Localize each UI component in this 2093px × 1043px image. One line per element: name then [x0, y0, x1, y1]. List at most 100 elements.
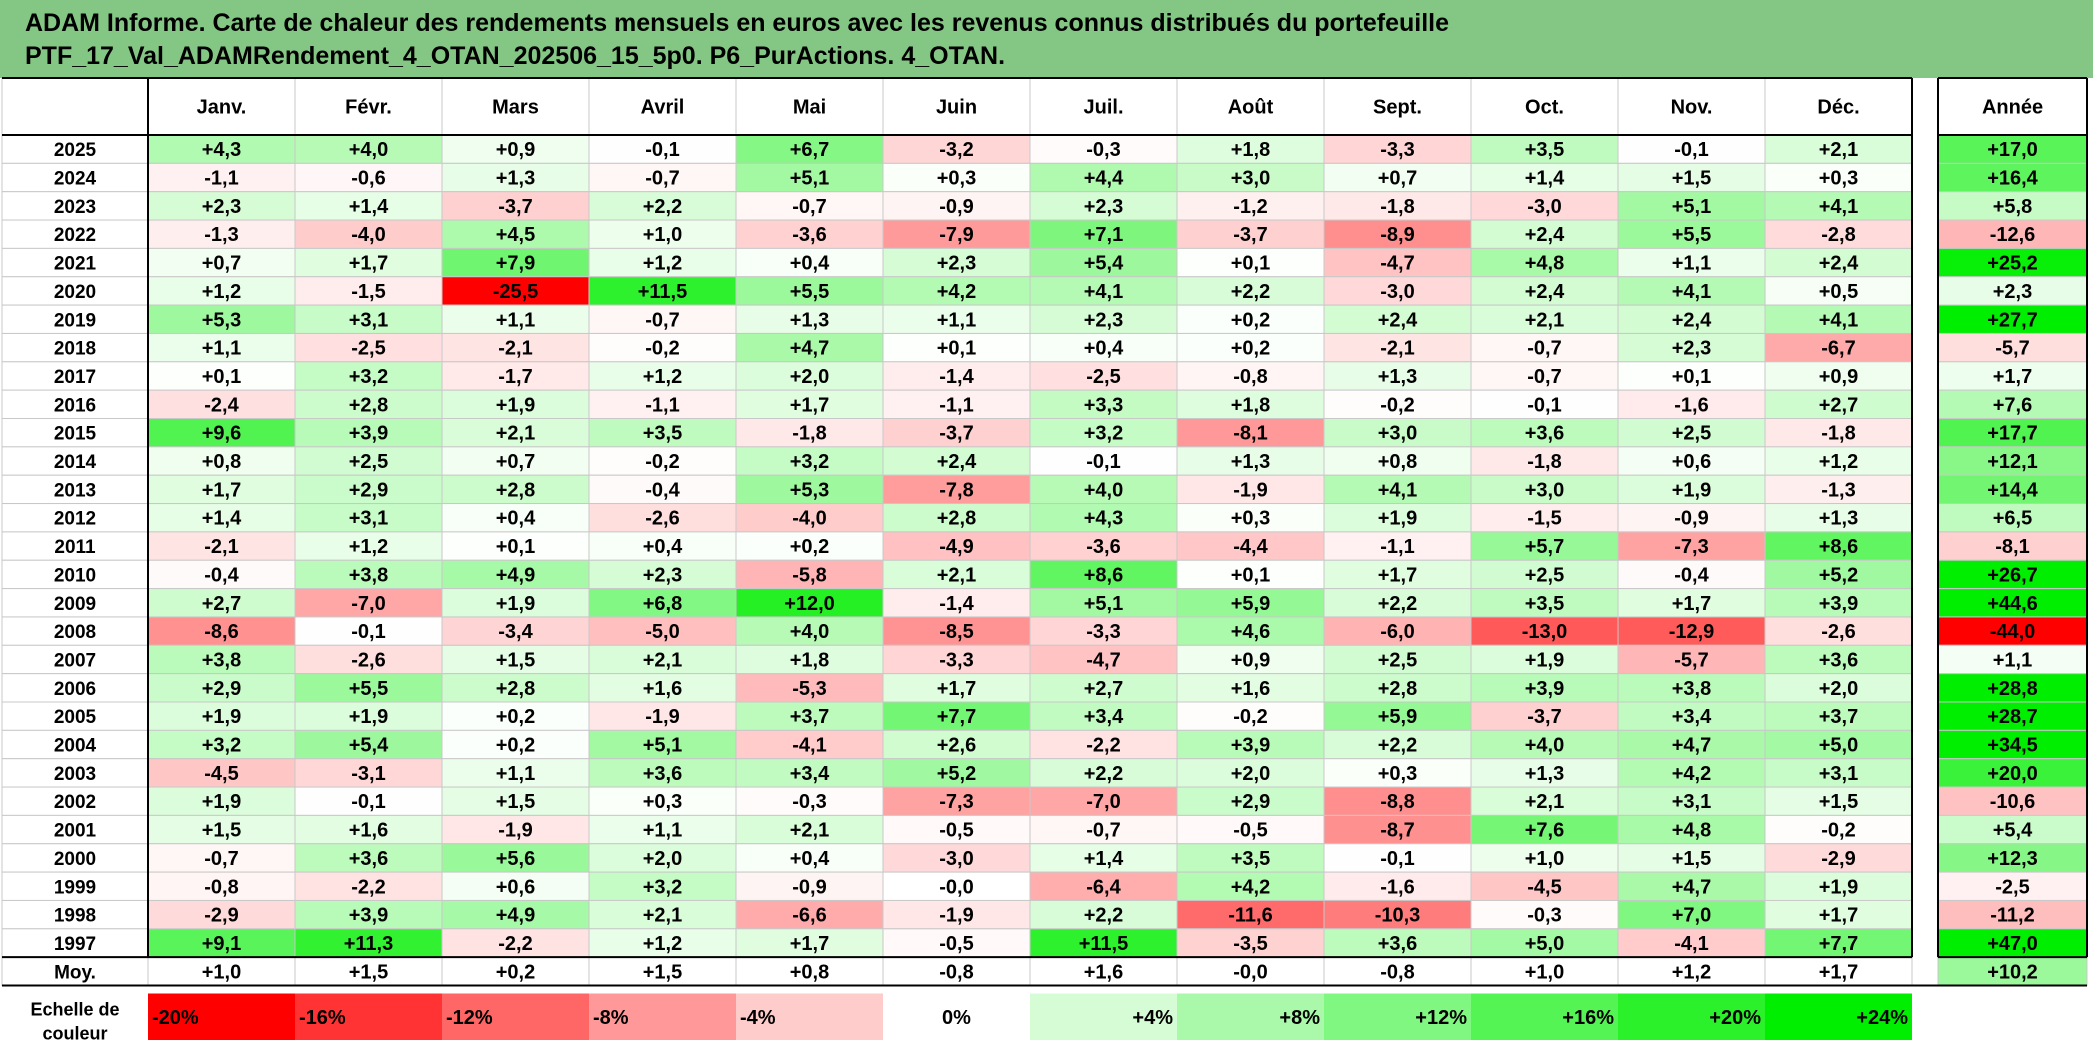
annual-cell-2014: +12,1	[1937, 446, 2088, 476]
heatmap-cell-2005-6: +7,7	[882, 701, 1031, 731]
annual-cell-2019: +27,7	[1937, 304, 2088, 334]
year-label-2004-bg	[1, 729, 149, 760]
heatmap-cell-2024-12-bg	[1764, 162, 1913, 193]
heatmap-cell-1999-2: -2,2	[294, 871, 443, 901]
color-scale-step-5-bg	[736, 993, 883, 1040]
heatmap-cell-2009-3-bg	[441, 588, 590, 618]
heatmap-cell-2023-6-bg	[882, 191, 1031, 221]
heatmap-cell-2016-8-bg	[1176, 389, 1325, 419]
heatmap-cell-2025-10: +3,5	[1470, 134, 1619, 164]
heatmap-cell-2023-10-bg	[1470, 191, 1619, 221]
annual-cell-2003-bg	[1937, 758, 2088, 788]
heatmap-cell-1997-1: +9,1	[147, 928, 296, 958]
heatmap-cell-2006-2: +5,5	[294, 673, 443, 703]
color-scale-step-12-bg	[1765, 993, 1912, 1040]
heatmap-cell-1997-7-bg	[1029, 928, 1178, 958]
heatmap-cell-2011-6: -4,9	[882, 531, 1031, 561]
heatmap-cell-2014-12: +1,2	[1764, 446, 1913, 476]
year-label-2008: 2008	[1, 616, 149, 646]
heatmap-cell-2014-7: -0,1	[1029, 446, 1178, 476]
heatmap-cell-1998-10: -0,3	[1470, 899, 1619, 930]
heatmap-cell-1997-1-bg	[147, 928, 296, 958]
heatmap-cell-2025-9: -3,3	[1323, 134, 1472, 164]
heatmap-cell-1997-6: -0,5	[882, 928, 1031, 958]
heatmap-cell-2002-6: -7,3	[882, 786, 1031, 816]
column-header-9-bg	[1323, 77, 1472, 136]
heatmap-cell-2008-12: -2,6	[1764, 616, 1913, 646]
heatmap-cell-2009-5: +12,0	[735, 588, 884, 618]
heatmap-cell-2009-7-bg	[1029, 588, 1178, 618]
heatmap-cell-2002-12-bg	[1764, 786, 1913, 816]
color-scale-step-5: -4%	[736, 993, 883, 1040]
heatmap-cell-2023-11: +5,1	[1617, 191, 1766, 221]
heatmap-cell-2016-1-bg	[147, 389, 296, 419]
heatmap-cell-2017-8-bg	[1176, 361, 1325, 391]
year-label-2009-bg	[1, 588, 149, 618]
heatmap-cell-2003-10: +1,3	[1470, 758, 1619, 788]
heatmap-cell-2019-10-bg	[1470, 304, 1619, 334]
heatmap-cell-2004-7-bg	[1029, 729, 1178, 760]
heatmap-cell-2006-7-bg	[1029, 673, 1178, 703]
heatmap-cell-2007-2-bg	[294, 644, 443, 675]
year-label-2012: 2012	[1, 503, 149, 533]
heatmap-cell-2015-4: +3,5	[588, 418, 737, 448]
heatmap-cell-2005-8-bg	[1176, 701, 1325, 731]
column-header-8-bg	[1176, 77, 1325, 136]
heatmap-cell-2021-4: +1,2	[588, 247, 737, 278]
heatmap-cell-1997-4: +1,2	[588, 928, 737, 958]
heatmap-cell-1999-1-bg	[147, 871, 296, 901]
heatmap-cell-2014-1-bg	[147, 446, 296, 476]
heatmap-cell-2021-11-bg	[1617, 247, 1766, 278]
color-scale-step-7-bg	[1030, 993, 1177, 1040]
heatmap-cell-2001-4-bg	[588, 814, 737, 845]
heatmap-cell-2010-10: +2,5	[1470, 559, 1619, 590]
heatmap-cell-2017-3: -1,7	[441, 361, 590, 391]
heatmap-cell-2022-4-bg	[588, 219, 737, 249]
heatmap-cell-2010-8: +0,1	[1176, 559, 1325, 590]
annual-cell-1999: -2,5	[1937, 871, 2088, 901]
column-header-2: Févr.	[294, 77, 443, 136]
heatmap-cell-2012-7-bg	[1029, 503, 1178, 533]
heatmap-cell-1997-12-bg	[1764, 928, 1913, 958]
heatmap-cell-2023-6: -0,9	[882, 191, 1031, 221]
heatmap-cell-2004-3-bg	[441, 729, 590, 760]
heatmap-cell-2019-8-bg	[1176, 304, 1325, 334]
heatmap-cell-1997-3-bg	[441, 928, 590, 958]
heatmap-cell-1999-11: +4,7	[1617, 871, 1766, 901]
heatmap-cell-2003-1: -4,5	[147, 758, 296, 788]
heatmap-cell-2019-4-bg	[588, 304, 737, 334]
heatmap-cell-2021-6-bg	[882, 247, 1031, 278]
year-label-2000-bg	[1, 843, 149, 873]
heatmap-cell-2012-1-bg	[147, 503, 296, 533]
heatmap-cell-2023-7: +2,3	[1029, 191, 1178, 221]
heatmap-cell-2022-11-bg	[1617, 219, 1766, 249]
heatmap-cell-2007-11: -5,7	[1617, 644, 1766, 675]
color-scale-label-bg	[2, 993, 148, 1040]
heatmap-cell-2025-11: -0,1	[1617, 134, 1766, 164]
annual-cell-2005: +28,7	[1937, 701, 2088, 731]
heatmap-cell-2023-4-bg	[588, 191, 737, 221]
year-label-2015: 2015	[1, 418, 149, 448]
heatmap-cell-2020-5-bg	[735, 276, 884, 306]
heatmap-cell-2007-8: +0,9	[1176, 644, 1325, 675]
heatmap-cell-2004-5: -4,1	[735, 729, 884, 760]
heatmap-cell-2012-5: -4,0	[735, 503, 884, 533]
year-label-2006: 2006	[1, 673, 149, 703]
heatmap-cell-2009-12-bg	[1764, 588, 1913, 618]
heatmap-cell-2025-1-bg	[147, 134, 296, 164]
heatmap-cell-2015-2-bg	[294, 418, 443, 448]
heatmap-cell-2013-6-bg	[882, 474, 1031, 505]
heatmap-cell-2013-10-bg	[1470, 474, 1619, 505]
heatmap-cell-2005-4: -1,9	[588, 701, 737, 731]
average-cell-2: +1,5	[294, 956, 443, 987]
heatmap-cell-2012-12: +1,3	[1764, 503, 1913, 533]
heatmap-cell-2006-9: +2,8	[1323, 673, 1472, 703]
heatmap-cell-2009-7: +5,1	[1029, 588, 1178, 618]
heatmap-cell-2018-6-bg	[882, 332, 1031, 363]
heatmap-cell-2024-10-bg	[1470, 162, 1619, 193]
heatmap-cell-2018-2: -2,5	[294, 332, 443, 363]
heatmap-cell-2013-1: +1,7	[147, 474, 296, 505]
year-label-2019-bg	[1, 304, 149, 334]
heatmap-cell-2016-2-bg	[294, 389, 443, 419]
heatmap-cell-2009-2: -7,0	[294, 588, 443, 618]
